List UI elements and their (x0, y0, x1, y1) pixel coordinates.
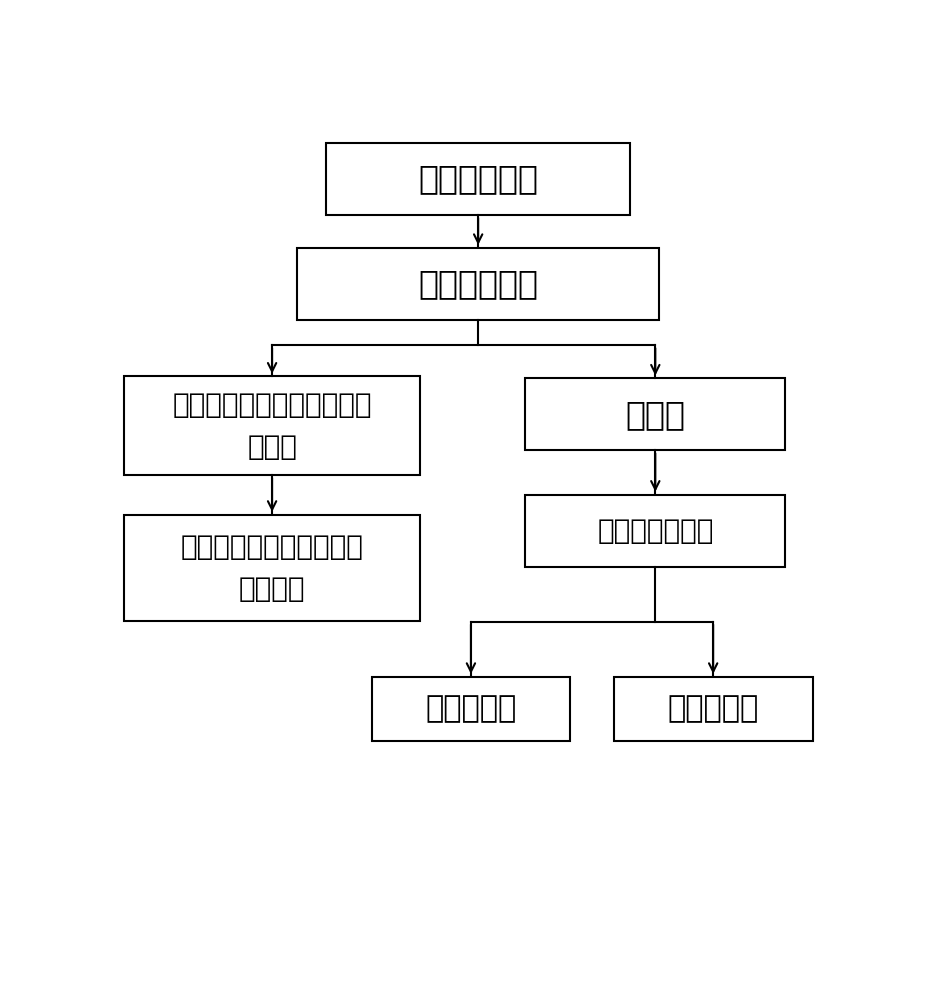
Bar (298, 247, 659, 319)
Bar (124, 377, 420, 475)
Text: 氧化焙烧脱碲: 氧化焙烧脱碲 (418, 267, 538, 301)
Text: 还原过滤提纯硒: 还原过滤提纯硒 (597, 517, 714, 544)
Text: 沉硒沉: 沉硒沉 (247, 433, 297, 461)
Bar (124, 515, 420, 621)
Text: 工业纯硒: 工业纯硒 (239, 575, 305, 603)
Bar (525, 495, 786, 567)
Text: 碳酸银碳酸: 碳酸银碳酸 (667, 694, 759, 724)
Text: 高碲银硒渣原: 高碲银硒渣原 (418, 163, 538, 195)
Bar (614, 676, 813, 741)
Bar (327, 143, 630, 215)
Text: 过滤、洗涤、干燥、熔炼: 过滤、洗涤、干燥、熔炼 (181, 532, 364, 560)
Bar (371, 676, 570, 741)
Bar (525, 379, 786, 451)
Text: 碳化银: 碳化银 (625, 398, 686, 431)
Text: 碱浸、过滤、调酸、沉硒碲: 碱浸、过滤、调酸、沉硒碲 (173, 390, 372, 418)
Text: 碲化银碲化: 碲化银碲化 (425, 694, 517, 724)
